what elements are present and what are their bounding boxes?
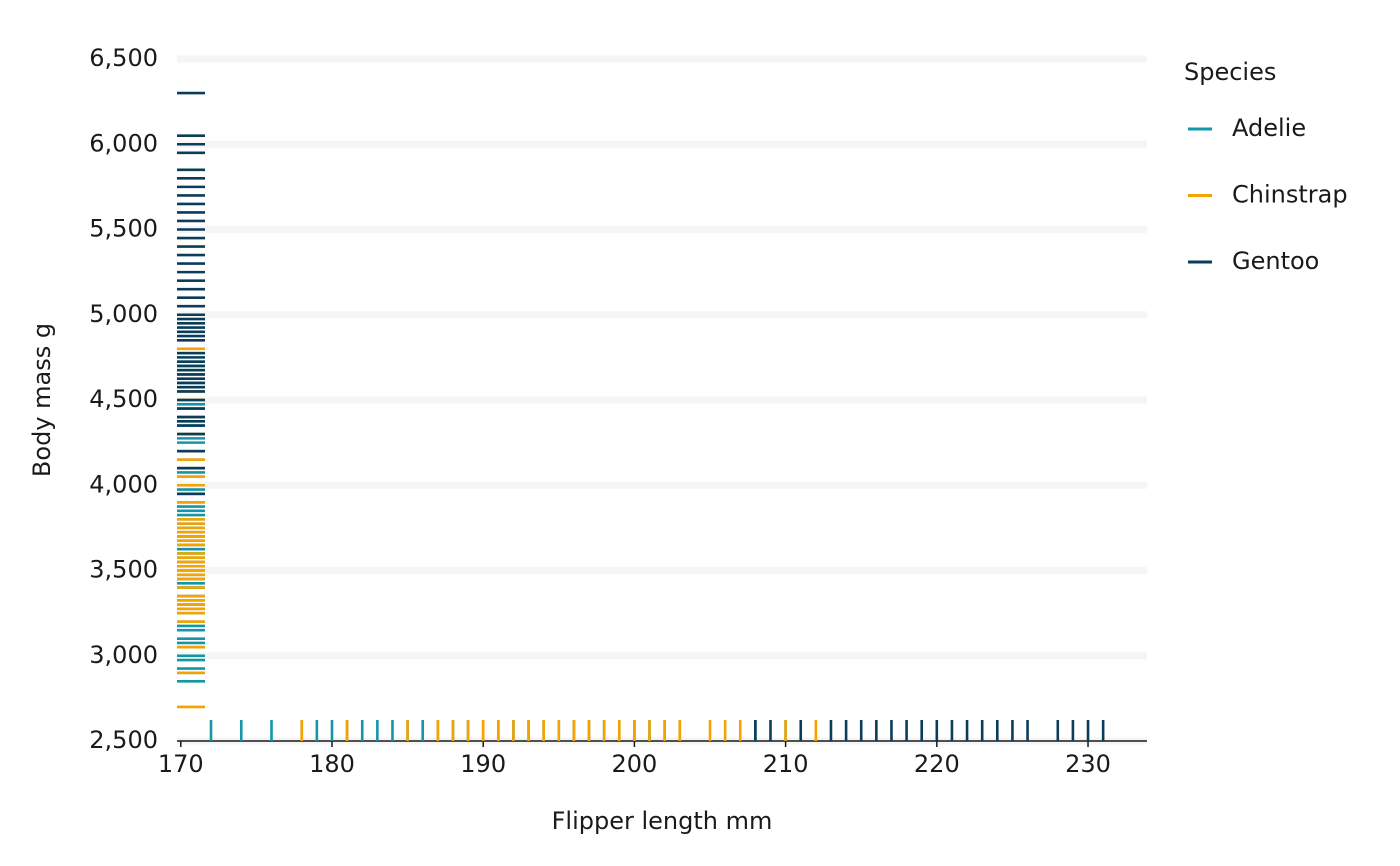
x-tick-label: 210 — [763, 750, 809, 778]
legend-title: Species — [1184, 58, 1276, 86]
y-tick-label: 6,500 — [89, 44, 158, 72]
y-tick-label: 4,000 — [89, 470, 158, 498]
x-tick-label: 170 — [158, 750, 204, 778]
x-tick-label: 180 — [309, 750, 355, 778]
x-tick-label: 220 — [914, 750, 960, 778]
x-axis-title: Flipper length mm — [552, 807, 773, 835]
x-tick-label: 190 — [460, 750, 506, 778]
x-tick-label: 200 — [611, 750, 657, 778]
legend-label: Adelie — [1232, 114, 1306, 142]
y-tick-label: 5,000 — [89, 300, 158, 328]
legend-label: Chinstrap — [1232, 181, 1348, 209]
y-tick-label: 2,500 — [89, 726, 158, 754]
y-tick-label: 6,000 — [89, 129, 158, 157]
legend-label: Gentoo — [1232, 247, 1319, 275]
y-tick-label: 5,500 — [89, 215, 158, 243]
y-tick-label: 3,000 — [89, 641, 158, 669]
y-tick-label: 4,500 — [89, 385, 158, 413]
x-tick-label: 230 — [1065, 750, 1111, 778]
y-tick-label: 3,500 — [89, 556, 158, 584]
y-axis-title: Body mass g — [28, 323, 56, 477]
